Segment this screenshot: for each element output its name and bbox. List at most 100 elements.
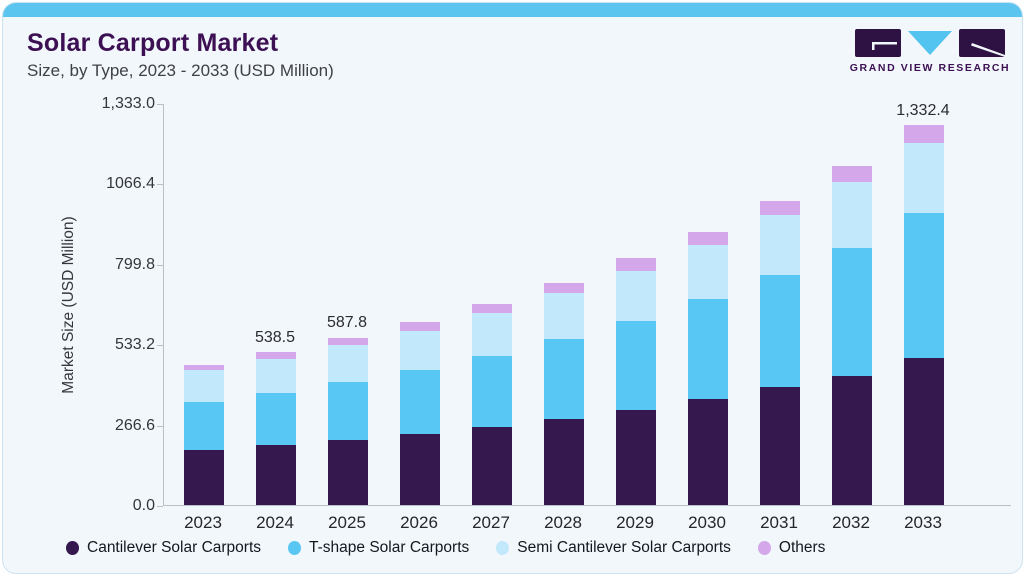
bar-segment [616, 409, 656, 505]
bar-segment [616, 320, 656, 410]
bar-segment [328, 440, 368, 505]
gvr-logo-icon [855, 29, 1005, 57]
bar-segment [328, 381, 368, 441]
x-tick-label: 2025 [328, 513, 366, 532]
bar-segment [760, 201, 800, 216]
chart-legend: Cantilever Solar Carports T-shape Solar C… [66, 539, 825, 557]
bar-segment [400, 322, 440, 331]
bar-segment [256, 358, 296, 393]
legend-label: Others [778, 539, 826, 556]
bar-segment [832, 248, 872, 376]
bar-segment [544, 418, 584, 505]
bar-segment [256, 392, 296, 445]
x-tick-label: 2030 [688, 513, 726, 532]
grand-view-research-logo: GRAND VIEW RESEARCH [850, 29, 1009, 74]
y-tick-label: 266.6 [114, 416, 155, 434]
bar-segment [616, 258, 656, 271]
legend-item: Cantilever Solar Carports [66, 539, 261, 557]
x-tick-label: 2033 [904, 513, 942, 532]
legend-label: Cantilever Solar Carports [87, 539, 262, 556]
x-tick-label: 2029 [616, 513, 654, 532]
y-tick-mark [157, 506, 163, 507]
bar-segment [256, 444, 296, 505]
bar-segment [832, 166, 872, 183]
stacked-bar-2026 [400, 322, 440, 505]
legend-item: Others [757, 539, 826, 557]
logo-g-block [855, 29, 901, 57]
y-tick-mark [157, 184, 163, 186]
bar-segment [544, 283, 584, 294]
stacked-bar-2029 [616, 258, 656, 505]
y-tick-label: 0.0 [132, 497, 155, 514]
stacked-bar-2031 [760, 201, 800, 505]
bar-segment [184, 370, 224, 402]
stacked-bar-2024 [256, 351, 296, 505]
logo-r-block [959, 29, 1005, 57]
top-accent-strip [3, 3, 1022, 17]
y-tick-mark [157, 104, 163, 105]
bar-segment [256, 351, 296, 359]
bar-segment [184, 364, 224, 371]
x-tick-label: 2027 [472, 513, 510, 532]
bar-segment [472, 304, 512, 314]
bar-segment [184, 401, 224, 450]
legend-label: Semi Cantilever Solar Carports [517, 539, 731, 556]
x-tick-label: 2024 [256, 513, 294, 532]
x-tick-label: 2031 [760, 513, 798, 532]
x-tick-label: 2023 [184, 513, 222, 532]
bar-segment [544, 293, 584, 340]
bar-segment [184, 449, 224, 505]
legend-dot-icon [288, 541, 302, 555]
bar-segment [760, 274, 800, 387]
bar-segment [904, 213, 944, 359]
stacked-bar-2025 [328, 337, 368, 505]
legend-dot-icon [66, 541, 79, 555]
bar-total-label: 538.5 [254, 328, 296, 346]
y-tick-label: 1066.4 [106, 175, 155, 193]
legend-item: T-shape Solar Carports [288, 539, 469, 557]
legend-dot-icon [496, 541, 510, 555]
x-tick-label: 2026 [400, 513, 438, 532]
y-tick-label: 533.2 [114, 336, 155, 354]
bar-segment [688, 231, 728, 245]
bar-segment [688, 299, 728, 399]
bar-segment [616, 270, 656, 321]
bar-segment [328, 337, 368, 345]
bar-total-label: 587.8 [326, 314, 368, 332]
y-tick-mark [157, 264, 163, 266]
bar-segment [472, 313, 512, 357]
x-tick-label: 2028 [544, 513, 582, 532]
bar-segment [904, 358, 944, 505]
stacked-bar-2027 [472, 304, 512, 505]
legend-label: T-shape Solar Carports [309, 539, 470, 556]
bar-segment [760, 215, 800, 275]
bar-segment [832, 375, 872, 505]
legend-item: Semi Cantilever Solar Carports [496, 539, 731, 557]
bar-segment [472, 426, 512, 505]
bar-segment [400, 370, 440, 434]
stacked-bar-2032 [832, 166, 872, 505]
y-tick-mark [157, 345, 163, 347]
bar-segment [400, 330, 440, 371]
bar-segment [904, 143, 944, 214]
stacked-bar-2028 [544, 283, 584, 505]
page-subtitle: Size, by Type, 2023 - 2033 (USD Million) [27, 61, 334, 80]
bar-segment [688, 244, 728, 300]
y-tick-mark [157, 425, 163, 427]
bar-segment [544, 339, 584, 419]
y-tick-label: 799.8 [114, 255, 155, 273]
bar-segment [904, 125, 944, 144]
bar-segment [688, 398, 728, 505]
plot-area [163, 104, 1011, 506]
y-axis-title: Market Size (USD Million) [60, 216, 77, 394]
bar-segment [328, 344, 368, 382]
bar-total-label: 1,332.4 [896, 102, 950, 120]
bar-segment [760, 386, 800, 505]
stacked-bar-2033 [904, 125, 944, 505]
logo-v-triangle [908, 31, 952, 55]
bar-segment [472, 356, 512, 427]
page-title: Solar Carport Market [27, 29, 279, 57]
stacked-bar-2023 [184, 364, 224, 505]
logo-wordmark: GRAND VIEW RESEARCH [849, 62, 1011, 74]
